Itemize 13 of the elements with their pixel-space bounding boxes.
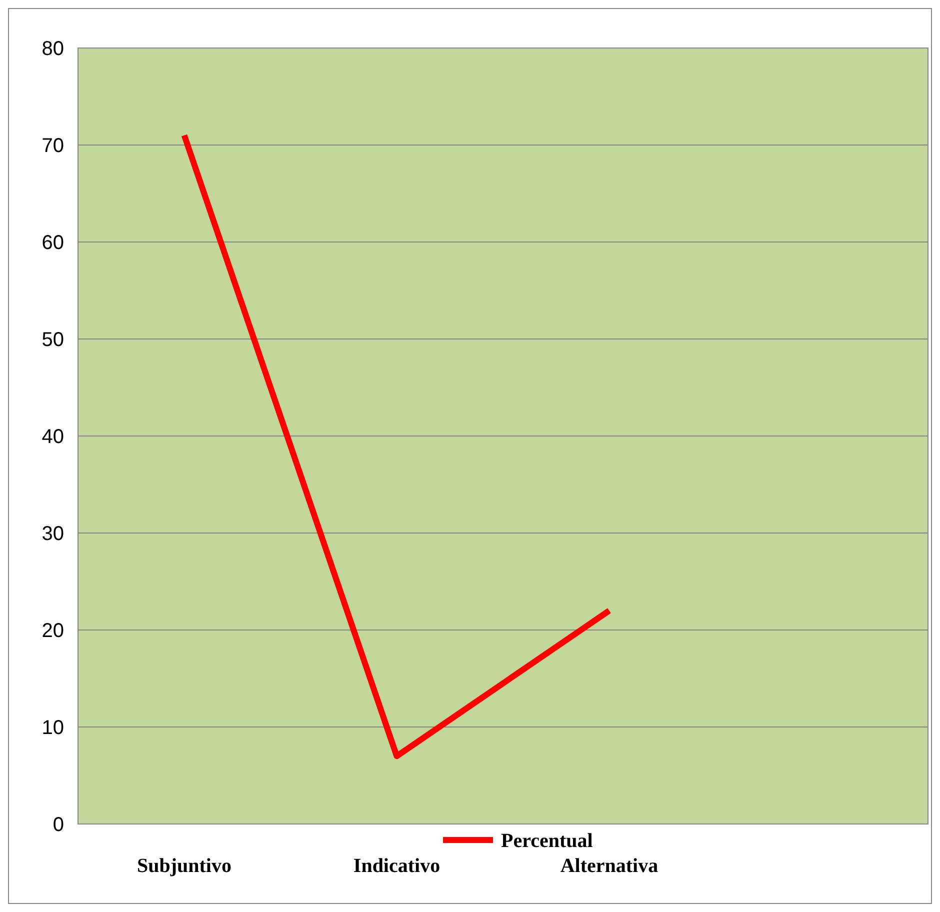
y-tick-label: 80 — [42, 38, 64, 60]
x-tick-label: Subjuntivo — [137, 855, 232, 877]
legend-label: Percentual — [501, 830, 594, 852]
x-tick-label: Indicativo — [353, 855, 440, 877]
y-tick-label: 40 — [42, 426, 64, 448]
y-tick-label: 10 — [42, 717, 64, 739]
y-tick-label: 50 — [42, 329, 64, 351]
x-tick-label: Alternativa — [560, 855, 658, 877]
y-tick-label: 0 — [52, 814, 64, 836]
y-tick-label: 30 — [42, 523, 64, 545]
y-tick-label: 60 — [42, 232, 64, 254]
y-tick-label: 70 — [42, 135, 64, 157]
y-tick-label: 20 — [42, 620, 64, 642]
